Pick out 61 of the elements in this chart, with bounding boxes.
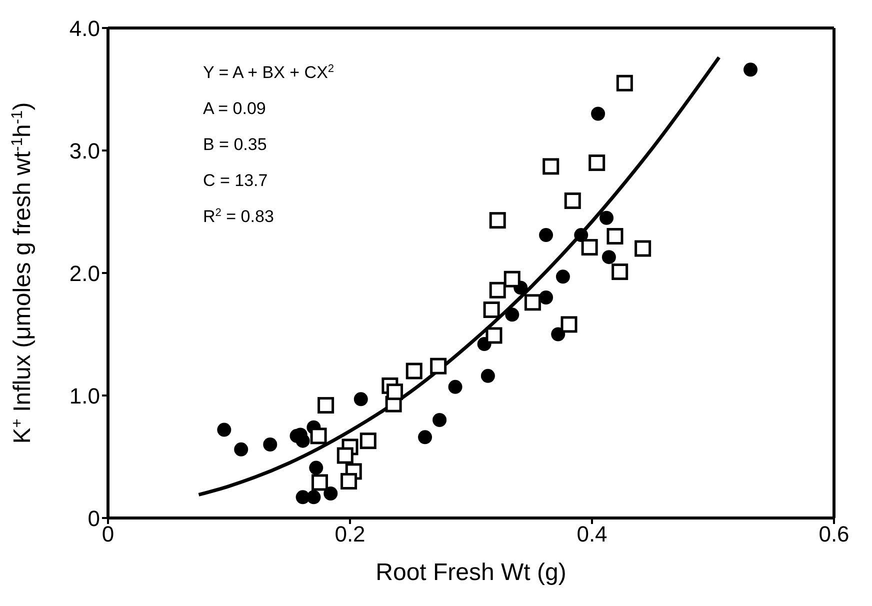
point — [306, 490, 321, 504]
line-series — [197, 56, 721, 496]
x-tick-label: 0.4 — [576, 522, 608, 547]
point — [217, 422, 232, 437]
point — [354, 392, 368, 406]
point — [263, 438, 278, 452]
point — [340, 473, 358, 490]
point — [744, 62, 758, 77]
point — [560, 316, 578, 333]
point — [430, 358, 447, 374]
point — [312, 474, 328, 491]
y-tick-label: 2.0 — [69, 260, 100, 286]
y-tick-label: 3.0 — [69, 138, 100, 164]
point — [539, 228, 554, 242]
point — [448, 380, 462, 394]
point — [418, 430, 432, 444]
point — [504, 270, 520, 288]
annotation: R$^{2}$ = 0.83 — [203, 207, 274, 226]
x-tick-label: 0.6 — [818, 522, 850, 547]
x-tick-label: 0.2 — [334, 522, 366, 547]
point — [612, 264, 628, 280]
x-axis-title: Root Fresh Wt (g) — [376, 559, 566, 586]
point — [318, 397, 334, 414]
point — [386, 384, 404, 400]
point — [574, 228, 588, 242]
point — [588, 154, 606, 171]
point — [309, 460, 324, 475]
point — [581, 239, 598, 256]
point — [634, 240, 652, 257]
y-tick-label: 4.0 — [69, 16, 100, 41]
point — [551, 327, 566, 342]
point — [432, 413, 447, 427]
point — [310, 428, 327, 444]
point — [505, 308, 520, 322]
annotation: B = 0.35 — [203, 135, 267, 154]
y-tick-label: 0 — [88, 506, 100, 531]
point — [489, 212, 506, 229]
annotation: Y = A + BX + CX$^{2}$ — [203, 63, 334, 82]
point — [539, 290, 554, 304]
point — [483, 302, 500, 318]
point — [591, 106, 606, 121]
point — [489, 282, 506, 298]
point — [542, 158, 560, 175]
point — [564, 192, 581, 209]
annotation: A = 0.09 — [203, 99, 266, 118]
point — [360, 432, 376, 450]
point — [524, 294, 541, 311]
point — [486, 327, 502, 344]
point — [336, 447, 354, 464]
point — [616, 74, 633, 92]
annotation: C = 13.7 — [203, 171, 268, 190]
point — [600, 210, 614, 225]
y-tick-label: 1.0 — [69, 383, 100, 408]
point — [406, 362, 422, 380]
point — [296, 434, 310, 448]
point — [324, 486, 338, 500]
point — [606, 228, 624, 244]
point — [480, 368, 495, 383]
point — [556, 270, 570, 284]
point — [602, 250, 616, 264]
point — [234, 442, 248, 456]
